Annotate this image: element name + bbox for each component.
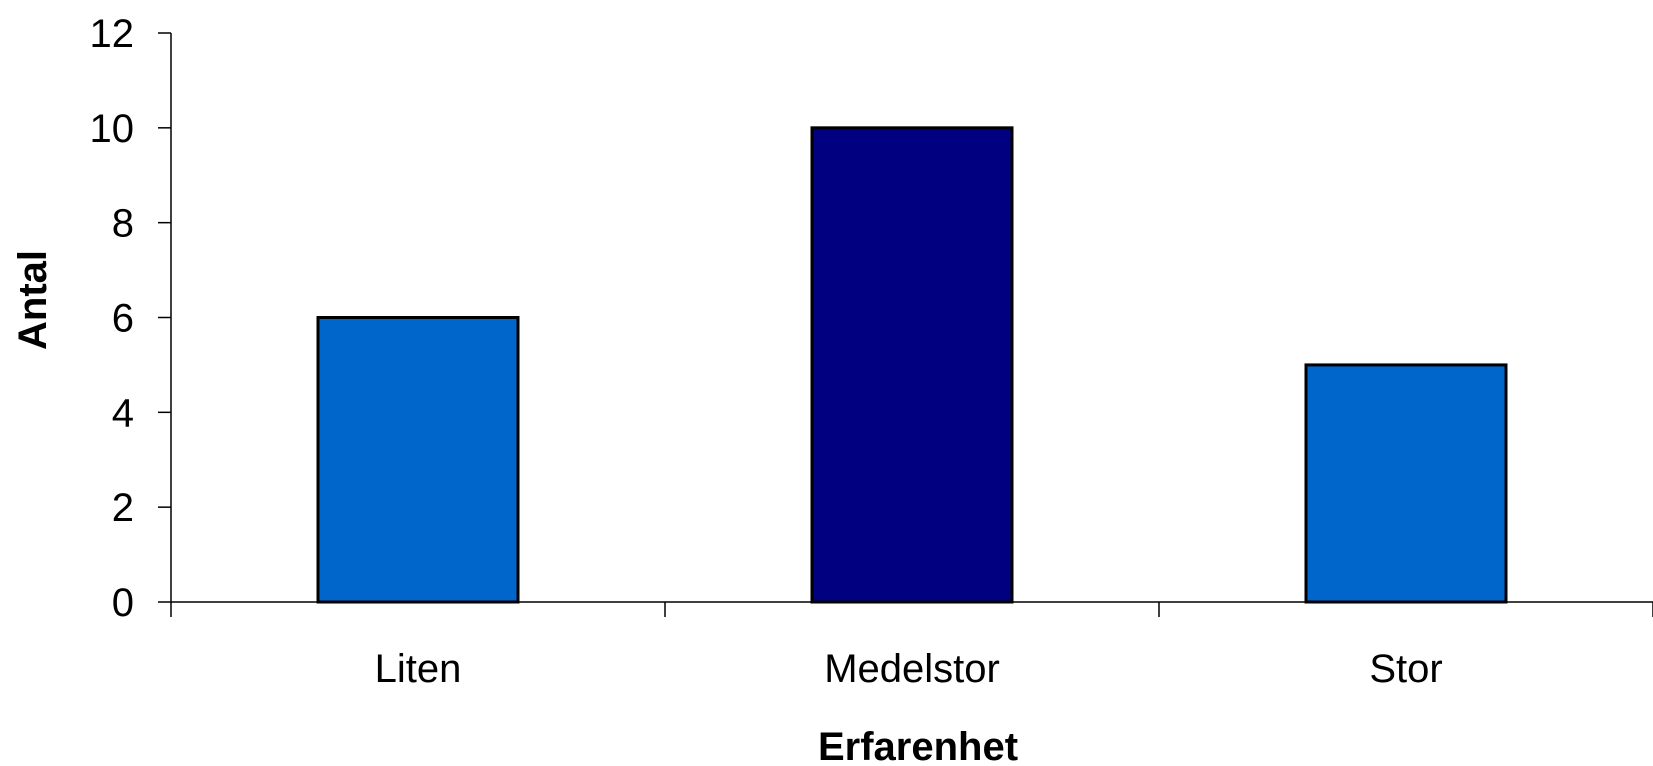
y-tick-label: 8 — [112, 202, 134, 246]
bar-medelstor — [810, 126, 1014, 604]
y-axis: 0 2 4 6 8 10 12 — [90, 12, 172, 625]
bars — [316, 126, 1508, 604]
bar-stor — [1304, 363, 1508, 604]
x-tick-label: Medelstor — [824, 647, 1000, 691]
y-tick-label: 6 — [112, 297, 134, 341]
y-axis-title: Antal — [11, 250, 55, 350]
x-tick-label: Liten — [375, 647, 462, 691]
y-tick-label: 10 — [90, 107, 135, 151]
bar-liten — [316, 316, 520, 604]
y-tick-label: 2 — [112, 486, 134, 530]
y-tick-label: 0 — [112, 581, 134, 625]
y-tick-label: 12 — [90, 12, 135, 56]
y-tick-label: 4 — [112, 391, 134, 435]
x-tick-label: Stor — [1369, 647, 1442, 691]
x-axis: Liten Medelstor Stor — [170, 601, 1653, 691]
x-axis-title: Erfarenhet — [818, 725, 1018, 766]
